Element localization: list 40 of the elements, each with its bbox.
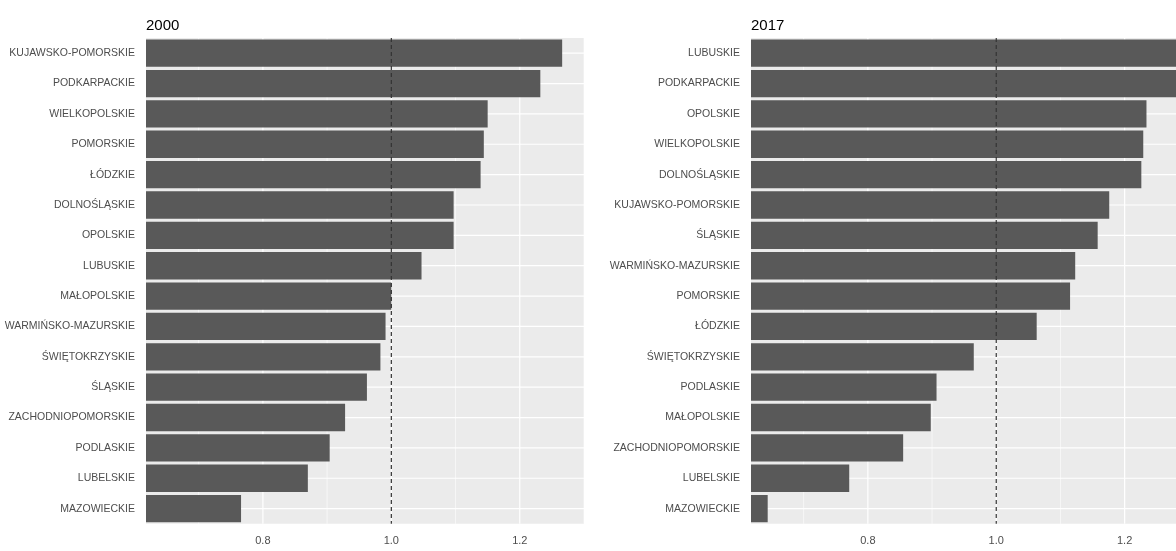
y-tick-label: POMORSKIE [676,288,740,301]
y-tick-label: LUBUSKIE [688,46,740,59]
y-tick-label: WARMIŃSKO-MAZURSKIE [4,319,135,332]
y-tick-label: ZACHODNIOPOMORSKIE [613,440,740,453]
y-tick-label: DOLNOŚLĄSKIE [53,197,135,210]
y-tick-label: ŚLĄSKIE [91,380,135,393]
y-tick-label: MAZOWIECKIE [60,501,135,514]
chart-title: 2000 [146,16,180,33]
y-tick-label: ŁÓDZKIE [695,319,740,332]
y-tick-label: MAŁOPOLSKIE [665,410,740,423]
x-tick-label: 1.0 [383,534,399,547]
chart-title: 2017 [751,16,785,33]
x-tick-label: 1.2 [1116,534,1133,547]
y-tick-label: PODKARPACKIE [52,76,135,89]
y-tick-label: MAŁOPOLSKIE [60,288,135,301]
y-tick-label: WARMIŃSKO-MAZURSKIE [609,258,740,271]
y-tick-label: KUJAWSKO-POMORSKIE [614,197,740,210]
y-tick-label: LUBELSKIE [77,471,135,484]
y-tick-label: OPOLSKIE [686,106,740,119]
y-tick-label: ŚWIĘTOKRZYSKIE [41,349,135,362]
x-tick-label: 0.8 [860,534,876,547]
y-tick-label: POMORSKIE [71,137,135,150]
y-tick-label: ŚLĄSKIE [696,228,740,241]
y-tick-label: PODLASKIE [75,440,135,453]
y-tick-label: PODKARPACKIE [657,76,740,89]
y-tick-label: PODLASKIE [680,380,740,393]
y-tick-label: OPOLSKIE [81,228,135,241]
y-tick-label: MAZOWIECKIE [665,501,740,514]
y-tick-label: LUBUSKIE [83,258,135,271]
y-tick-label: DOLNOŚLĄSKIE [658,167,740,180]
y-tick-label: ŚWIĘTOKRZYSKIE [646,349,740,362]
y-tick-label: WIELKOPOLSKIE [49,106,135,119]
y-tick-label: WIELKOPOLSKIE [654,137,740,150]
y-tick-label: ZACHODNIOPOMORSKIE [8,410,135,423]
y-tick-label: ŁÓDZKIE [90,167,135,180]
x-tick-label: 1.2 [512,534,528,547]
y-tick-label: KUJAWSKO-POMORSKIE [9,46,135,59]
x-tick-label: 1.0 [988,534,1004,547]
x-tick-label: 0.8 [255,534,271,547]
y-tick-label: LUBELSKIE [682,471,740,484]
